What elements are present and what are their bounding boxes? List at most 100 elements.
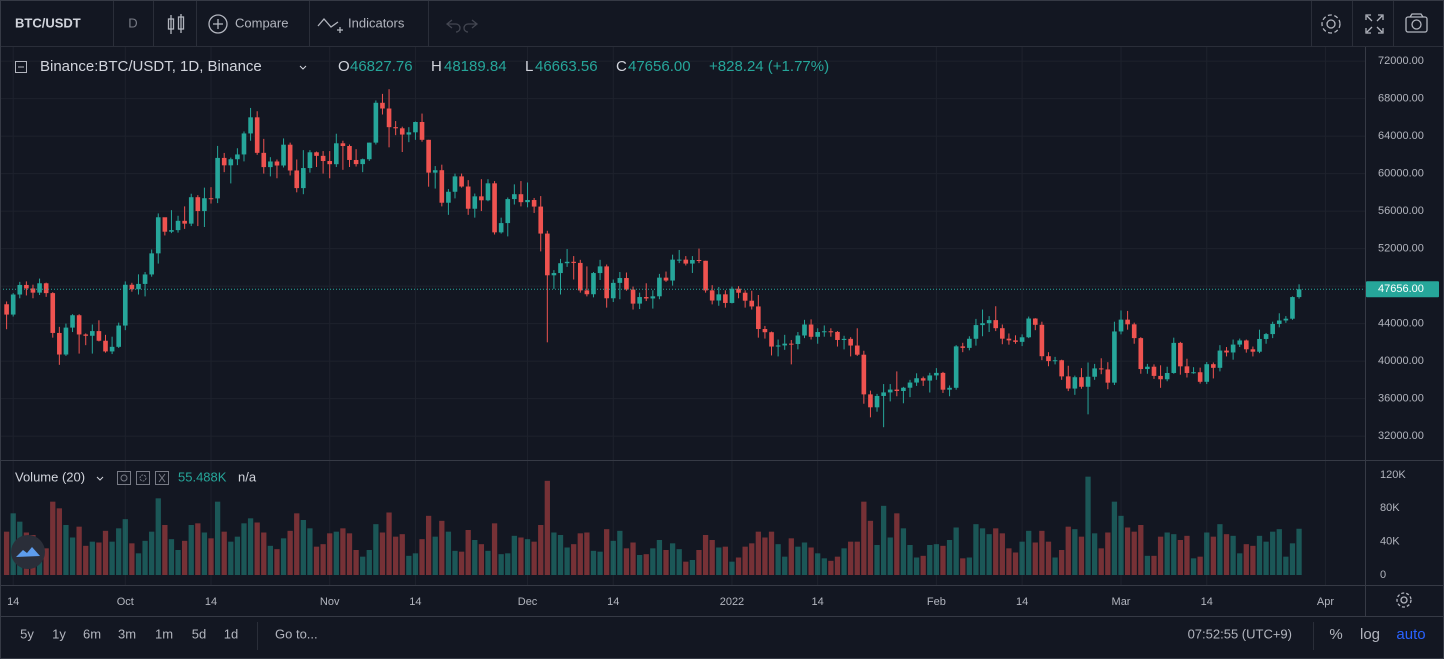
volume-bar [129, 543, 135, 575]
candle-body [57, 332, 62, 355]
candle-body [307, 152, 313, 169]
range-button[interactable]: 5d [192, 626, 206, 641]
log-toggle[interactable]: log [1360, 626, 1380, 643]
compare-button[interactable]: Compare [235, 15, 288, 30]
candle-body [525, 200, 530, 203]
y-tick-label: 44000.00 [1378, 317, 1424, 329]
volume-chevron[interactable] [96, 476, 104, 481]
chart-type-button[interactable] [167, 14, 185, 34]
candle-body [452, 176, 458, 192]
candle-body [149, 253, 154, 275]
candle-body [1026, 318, 1032, 338]
volume-bar [3, 531, 10, 575]
candle-body [43, 283, 49, 294]
volume-bar [960, 558, 966, 575]
volume-bar [880, 505, 887, 575]
volume-bar [676, 549, 682, 575]
volume-bar [254, 522, 260, 575]
volume-bar [1019, 541, 1025, 575]
volume-bar [445, 531, 452, 575]
range-button[interactable]: 3m [118, 626, 136, 641]
volume-bar [1006, 548, 1012, 575]
volume-bar [241, 523, 247, 575]
candle-body [518, 194, 524, 203]
volume-bar [96, 542, 102, 575]
candle-body [637, 297, 642, 304]
candle-body [947, 387, 952, 390]
indicators-icon[interactable] [317, 18, 343, 33]
x-tick-label: Oct [117, 596, 134, 608]
volume-bar [63, 525, 69, 575]
candle-body [340, 143, 346, 147]
tradingview-badge[interactable] [11, 535, 45, 569]
candle-body [683, 259, 689, 264]
candle-body [1270, 323, 1275, 335]
volume-bar [320, 544, 326, 575]
candle-body [1006, 338, 1012, 341]
snapshot-button[interactable] [1405, 13, 1428, 33]
volume-bar [815, 553, 821, 575]
volume-bar [208, 538, 214, 575]
ohlc-letter: C [616, 58, 627, 75]
auto-toggle[interactable]: auto [1396, 626, 1425, 643]
range-button[interactable]: 1d [224, 626, 238, 641]
last-price-box [1366, 281, 1439, 298]
candle-body [1032, 318, 1038, 325]
volume-bar [920, 555, 926, 575]
candle-body [96, 331, 102, 341]
interval-button[interactable]: D [128, 15, 137, 30]
range-button[interactable]: 5y [20, 626, 34, 641]
percent-toggle[interactable]: % [1329, 626, 1342, 643]
ohlc-letter: H [431, 58, 442, 75]
volume-bar [709, 540, 715, 575]
range-button[interactable]: 1m [155, 626, 173, 641]
x-tick-label: Dec [518, 596, 538, 608]
volume-bar [1250, 545, 1256, 575]
goto-button[interactable]: Go to... [275, 626, 318, 641]
candle-body [1243, 340, 1249, 350]
volume-bar [1210, 536, 1216, 575]
volume-bar [834, 556, 841, 575]
title-chevron[interactable] [299, 65, 307, 70]
candle-body [907, 382, 913, 388]
candle-body [1224, 350, 1229, 353]
candle-body [261, 152, 267, 168]
x-tick-label: 14 [409, 596, 421, 608]
x-tick-label: 14 [812, 596, 824, 608]
volume-bar [749, 543, 755, 575]
volume-bar [1263, 541, 1269, 575]
candle-body [821, 331, 827, 333]
candle-body [538, 206, 544, 234]
volume-bar [637, 555, 643, 575]
volume-bar [274, 549, 280, 575]
x-tick-label: 14 [205, 596, 217, 608]
candle-body [736, 288, 741, 293]
volume-bar [485, 550, 491, 575]
time-axis-settings[interactable] [1396, 592, 1412, 608]
candle-body [591, 273, 596, 295]
range-button[interactable]: 1y [52, 626, 66, 641]
indicators-button[interactable]: Indicators [348, 15, 405, 30]
volume-bar [551, 532, 557, 575]
settings-button[interactable] [1321, 14, 1341, 34]
volume-bar [386, 512, 392, 575]
volume-bar [788, 538, 794, 575]
volume-bar [76, 526, 82, 575]
y-tick-label: 32000.00 [1378, 430, 1424, 442]
candle-body [90, 331, 95, 336]
candle-body [83, 334, 89, 336]
volume-bar [340, 528, 346, 575]
volume-legend-buttons[interactable] [117, 471, 169, 485]
volume-bar [1072, 529, 1078, 575]
candle-body [465, 186, 471, 209]
symbol-button[interactable]: BTC/USDT [15, 15, 81, 30]
volume-last-value: 55.488K [178, 469, 227, 484]
candle-body [874, 395, 880, 408]
candle-body [446, 191, 451, 203]
last-price-label: 47656.00 [1378, 283, 1424, 295]
fullscreen-button[interactable] [1365, 14, 1384, 34]
range-button[interactable]: 6m [83, 626, 101, 641]
compare-icon[interactable] [208, 14, 228, 34]
collapse-icon[interactable] [15, 61, 27, 73]
y-tick-label: 0 [1380, 569, 1386, 581]
